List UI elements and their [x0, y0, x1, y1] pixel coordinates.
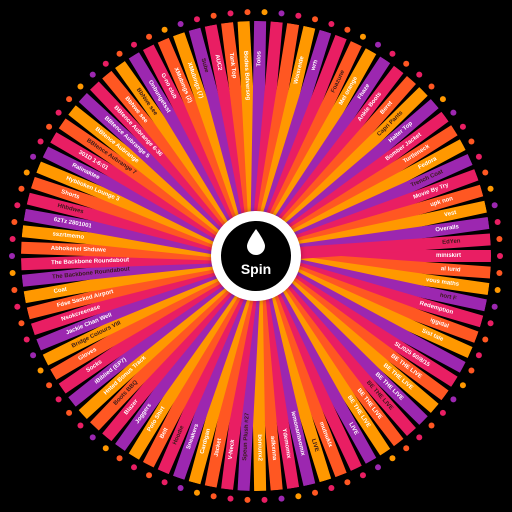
ring-dot: [476, 154, 482, 160]
ring-dot: [403, 445, 409, 451]
ring-dot: [312, 16, 318, 22]
ring-dot: [482, 336, 488, 342]
ring-dot: [11, 287, 17, 293]
ring-dot: [46, 124, 52, 130]
ring-dot: [194, 490, 200, 496]
ring-dot: [429, 422, 435, 428]
ring-dot: [46, 382, 52, 388]
ring-dot: [14, 202, 20, 208]
ring-dot: [211, 13, 217, 19]
ring-dot: [468, 368, 474, 374]
ring-dot: [56, 110, 62, 116]
ring-dot: [146, 34, 152, 40]
wheel-container: miniskirtal luridvous mathshort FRedempt…: [0, 0, 512, 512]
ring-dot: [496, 236, 502, 242]
ring-dot: [14, 304, 20, 310]
ring-dot: [360, 34, 366, 40]
ring-dot: [344, 27, 350, 33]
ring-dot: [117, 455, 123, 461]
ring-dot: [403, 61, 409, 67]
ring-dot: [146, 472, 152, 478]
ring-dot: [11, 219, 17, 225]
ring-dot: [496, 270, 502, 276]
ring-dot: [389, 455, 395, 461]
ring-dot: [416, 72, 422, 78]
ring-dot: [162, 479, 168, 485]
ring-dot: [117, 51, 123, 57]
ring-dot: [30, 154, 36, 160]
spin-button-label: Spin: [241, 261, 271, 277]
ring-dot: [450, 110, 456, 116]
ring-dot: [9, 253, 15, 259]
ring-dot: [440, 410, 446, 416]
ring-dot: [492, 304, 498, 310]
ring-dot: [211, 493, 217, 499]
ring-dot: [262, 497, 268, 503]
ring-dot: [279, 10, 285, 16]
ring-dot: [262, 9, 268, 15]
ring-dot: [488, 320, 494, 326]
ring-dot: [476, 352, 482, 358]
ring-dot: [194, 16, 200, 22]
ring-dot: [162, 27, 168, 33]
ring-dot: [295, 13, 301, 19]
ring-dot: [38, 368, 44, 374]
ring-dot: [468, 138, 474, 144]
ring-dot: [482, 170, 488, 176]
ring-dot: [416, 434, 422, 440]
ring-dot: [295, 493, 301, 499]
ring-dot: [375, 42, 381, 48]
ring-dot: [131, 464, 137, 470]
ring-dot: [360, 472, 366, 478]
ring-dot: [495, 219, 501, 225]
ring-dot: [18, 186, 24, 192]
ring-dot: [375, 464, 381, 470]
ring-dot: [389, 51, 395, 57]
ring-dot: [178, 21, 184, 27]
ring-dot: [66, 96, 72, 102]
ring-dot: [440, 96, 446, 102]
ring-dot: [227, 496, 233, 502]
ring-dot: [244, 497, 250, 503]
spin-button[interactable]: Spin: [211, 211, 301, 301]
spin-button-inner: Spin: [221, 221, 291, 291]
ring-dot: [492, 202, 498, 208]
ring-dot: [328, 21, 334, 27]
ring-dot: [344, 479, 350, 485]
ring-dot: [497, 253, 503, 259]
ring-dot: [244, 9, 250, 15]
ring-dot: [66, 410, 72, 416]
ring-dot: [10, 270, 16, 276]
ring-dot: [495, 287, 501, 293]
ring-dot: [460, 124, 466, 130]
ring-dot: [38, 138, 44, 144]
drop-icon: [246, 229, 266, 255]
ring-dot: [90, 72, 96, 78]
ring-dot: [488, 186, 494, 192]
ring-dot: [10, 236, 16, 242]
ring-dot: [460, 382, 466, 388]
ring-dot: [279, 496, 285, 502]
ring-dot: [103, 61, 109, 67]
ring-dot: [227, 10, 233, 16]
ring-dot: [77, 84, 83, 90]
ring-dot: [90, 434, 96, 440]
ring-dot: [77, 422, 83, 428]
ring-dot: [24, 336, 30, 342]
ring-dot: [178, 485, 184, 491]
ring-dot: [131, 42, 137, 48]
ring-dot: [18, 320, 24, 326]
ring-dot: [103, 445, 109, 451]
ring-dot: [429, 84, 435, 90]
ring-dot: [56, 396, 62, 402]
ring-dot: [30, 352, 36, 358]
ring-dot: [24, 170, 30, 176]
ring-dot: [450, 396, 456, 402]
ring-dot: [328, 485, 334, 491]
ring-dot: [312, 490, 318, 496]
